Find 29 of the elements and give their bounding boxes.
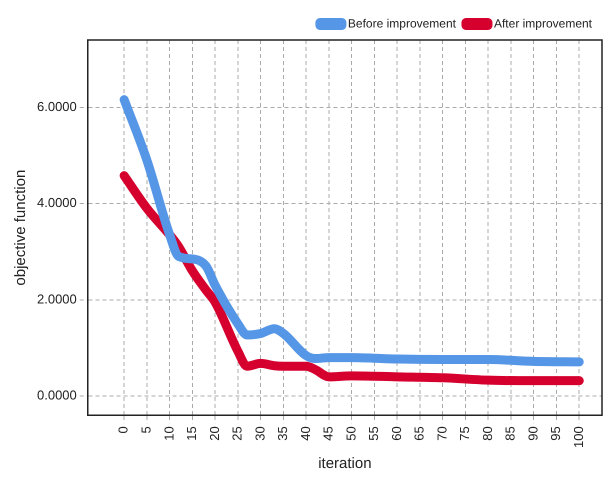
x-tick-label: 90 bbox=[525, 426, 540, 441]
x-tick-label: 25 bbox=[230, 426, 245, 441]
legend-label: Before improvement bbox=[348, 16, 457, 30]
y-tick-label: 4.0000 bbox=[36, 195, 77, 210]
x-tick-label: 20 bbox=[206, 426, 222, 441]
x-tick-label: 50 bbox=[343, 426, 358, 441]
x-axis-title: iteration bbox=[318, 455, 372, 472]
x-tick-label: 95 bbox=[548, 426, 564, 441]
x-tick-label: 45 bbox=[320, 426, 336, 441]
x-tick-label: 80 bbox=[480, 426, 495, 441]
x-tick-label: 0 bbox=[116, 426, 131, 434]
x-tick-label: 100 bbox=[570, 426, 586, 448]
x-tick-label: 55 bbox=[366, 426, 382, 441]
x-tick-label: 15 bbox=[184, 426, 200, 441]
x-tick-label: 40 bbox=[298, 426, 313, 441]
y-axis-title: objective function bbox=[12, 170, 30, 286]
x-tick-label: 30 bbox=[252, 426, 268, 441]
y-tick-label: 6.0000 bbox=[36, 98, 77, 114]
x-tick-label: 85 bbox=[502, 426, 518, 441]
x-tick-label: 60 bbox=[388, 426, 404, 441]
x-tick-label: 65 bbox=[412, 426, 427, 441]
y-tick-label: 2.0000 bbox=[36, 291, 77, 306]
legend-label: After improvement bbox=[494, 16, 593, 30]
x-tick-label: 75 bbox=[457, 426, 472, 441]
x-tick-label: 35 bbox=[275, 426, 290, 441]
x-tick-label: 5 bbox=[138, 426, 154, 434]
y-tick-label: 0.0000 bbox=[36, 388, 77, 403]
x-tick-label: 10 bbox=[161, 426, 176, 441]
x-tick-label: 70 bbox=[434, 426, 450, 441]
